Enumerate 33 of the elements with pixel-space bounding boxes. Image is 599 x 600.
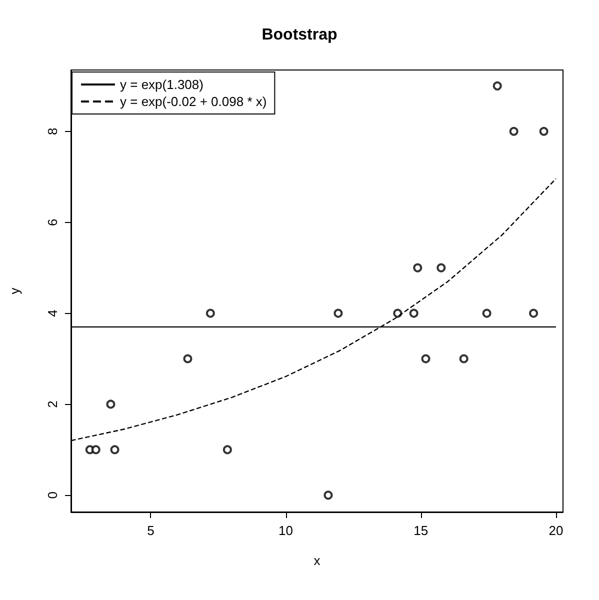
point [91, 445, 100, 454]
x-tick-label: 5 [147, 523, 154, 538]
point [459, 354, 468, 364]
point [413, 263, 422, 272]
point [492, 81, 502, 90]
legend-label: y = exp(-0.02 + 0.098 * x) [120, 94, 267, 109]
point [206, 308, 215, 318]
point [222, 445, 232, 454]
x-tick-label: 10 [278, 523, 294, 538]
x-axis-title: x [314, 553, 321, 568]
y-axis-title: y [7, 287, 22, 294]
y-tick-label: 4 [45, 310, 60, 317]
point [509, 126, 518, 136]
point [421, 354, 430, 364]
point [334, 308, 343, 318]
point [393, 308, 402, 318]
point [436, 263, 446, 272]
x-tick-label: 20 [548, 523, 564, 538]
point [409, 308, 418, 318]
y-tick-label: 0 [45, 492, 60, 499]
point [529, 308, 538, 318]
y-tick-label: 6 [45, 218, 60, 226]
y-tick-label: 8 [45, 128, 60, 136]
y-tick-label: 2 [45, 400, 60, 408]
point [106, 400, 116, 409]
point [539, 126, 548, 136]
chart-title: Bootstrap [262, 26, 338, 44]
x-tick-label: 15 [414, 523, 428, 538]
point [110, 445, 120, 454]
point [183, 354, 192, 364]
point [482, 308, 492, 318]
point [324, 490, 333, 500]
legend-label: y = exp(1.308) [120, 77, 204, 92]
